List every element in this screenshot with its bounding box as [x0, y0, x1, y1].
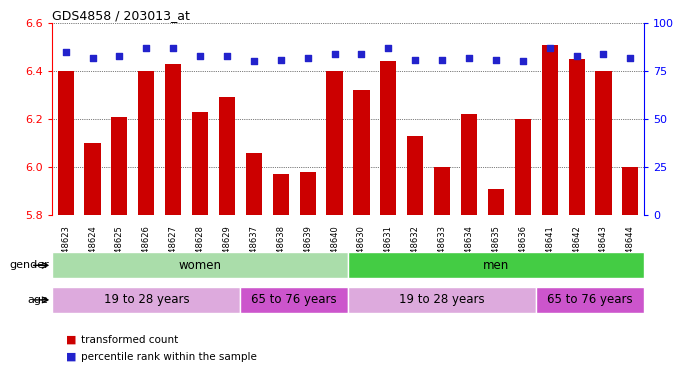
Point [598, 51, 609, 57]
Bar [52, 287, 240, 313]
Bar [541, 45, 557, 215]
Bar [165, 64, 181, 215]
Point [221, 53, 232, 59]
Bar [348, 252, 644, 278]
Bar [84, 143, 101, 215]
Text: women: women [179, 259, 221, 272]
Bar [622, 167, 638, 215]
Text: men: men [483, 259, 509, 272]
Point [248, 58, 260, 65]
Bar [536, 287, 644, 313]
Bar [488, 189, 504, 215]
Text: 65 to 76 years: 65 to 76 years [547, 293, 633, 306]
Point [114, 53, 125, 59]
Bar [569, 59, 585, 215]
Point [464, 55, 475, 61]
Bar [326, 71, 342, 215]
Point [168, 45, 179, 51]
Point [383, 45, 394, 51]
Text: percentile rank within the sample: percentile rank within the sample [81, 352, 258, 362]
Bar [240, 287, 348, 313]
Point [410, 56, 421, 63]
Bar [407, 136, 423, 215]
Bar [299, 172, 316, 215]
Point [141, 45, 152, 51]
Bar [58, 71, 74, 215]
Text: transformed count: transformed count [81, 335, 179, 345]
Bar [595, 71, 612, 215]
Text: ■: ■ [66, 335, 77, 345]
Bar [192, 112, 208, 215]
Point [194, 53, 205, 59]
Point [490, 56, 501, 63]
Point [544, 45, 555, 51]
Bar [461, 114, 477, 215]
Bar [380, 61, 397, 215]
Point [571, 53, 582, 59]
Bar [434, 167, 450, 215]
Bar [246, 153, 262, 215]
Point [87, 55, 98, 61]
Bar [139, 71, 155, 215]
Text: ■: ■ [66, 352, 77, 362]
Bar [111, 117, 127, 215]
Point [329, 51, 340, 57]
Bar [219, 98, 235, 215]
Text: GDS4858 / 203013_at: GDS4858 / 203013_at [52, 9, 190, 22]
Point [517, 58, 528, 65]
Bar [273, 174, 289, 215]
Bar [515, 119, 531, 215]
Point [356, 51, 367, 57]
Text: 19 to 28 years: 19 to 28 years [400, 293, 485, 306]
Point [436, 56, 448, 63]
Text: 19 to 28 years: 19 to 28 years [104, 293, 189, 306]
Point [60, 49, 71, 55]
Bar [348, 287, 536, 313]
Point [302, 55, 313, 61]
Text: gender: gender [9, 260, 49, 270]
Text: age: age [28, 295, 49, 305]
Bar [354, 90, 370, 215]
Bar [52, 252, 348, 278]
Point [625, 55, 636, 61]
Text: 65 to 76 years: 65 to 76 years [251, 293, 337, 306]
Point [275, 56, 286, 63]
